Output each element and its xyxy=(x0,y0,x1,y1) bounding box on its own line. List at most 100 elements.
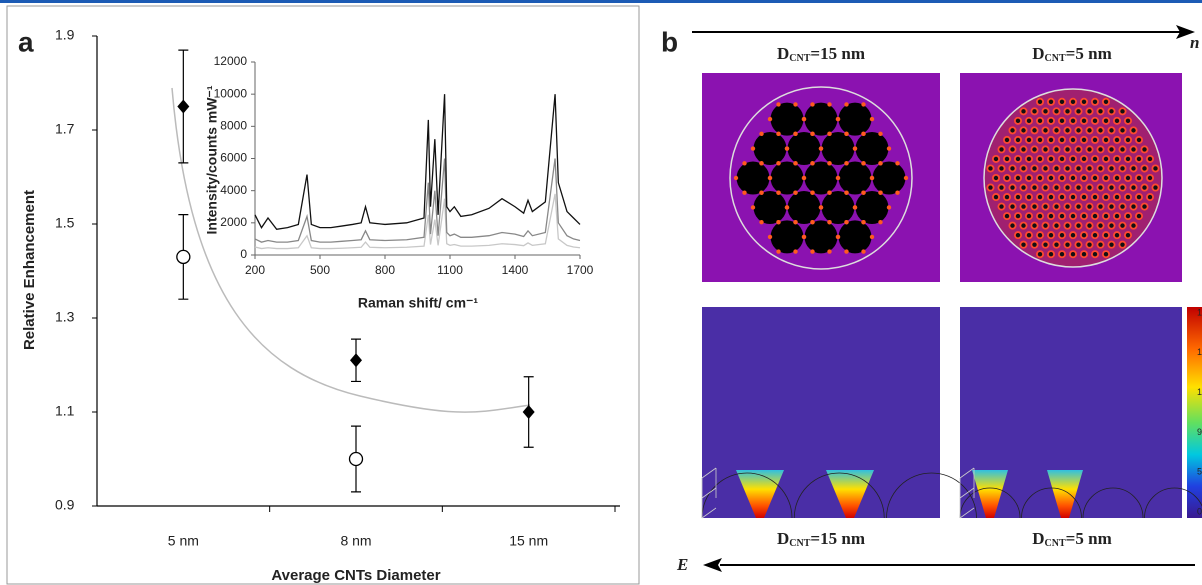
x-tick-label: 1700 xyxy=(567,263,594,277)
nanotube xyxy=(1021,204,1026,209)
label-part: D xyxy=(1032,529,1044,548)
nanotube xyxy=(1114,156,1120,162)
hotspot xyxy=(895,190,900,195)
nanotube xyxy=(1010,128,1015,133)
arrow-label: E xyxy=(676,555,688,574)
nanotube xyxy=(1037,156,1043,162)
nanotube xyxy=(1125,232,1131,238)
nanotube xyxy=(1114,213,1120,219)
nanotube xyxy=(1070,137,1076,143)
hotspot xyxy=(742,161,747,166)
nanotube xyxy=(1015,156,1021,162)
panel-a-frame xyxy=(6,5,640,585)
hotspot xyxy=(869,116,875,122)
nanotube xyxy=(770,102,804,136)
nanotube xyxy=(1103,137,1109,143)
hotspot xyxy=(810,131,815,137)
nanotube xyxy=(1032,223,1037,228)
nanotube xyxy=(1098,166,1103,171)
hotspot xyxy=(835,234,841,240)
hotspot xyxy=(750,205,756,210)
nanotube xyxy=(1103,213,1109,219)
top-rule xyxy=(0,0,1202,3)
wireframe xyxy=(886,472,977,519)
nanotube xyxy=(1065,242,1070,247)
nanotube xyxy=(1026,232,1032,238)
y-tick-label: 6000 xyxy=(220,151,247,165)
x-tick-label: 200 xyxy=(245,263,265,277)
nanotube xyxy=(1092,194,1098,200)
nanotube xyxy=(1136,175,1142,181)
nanotube xyxy=(988,185,993,190)
nanotube xyxy=(838,220,872,254)
nanotube xyxy=(1142,204,1147,209)
colorbar-label: 5 xyxy=(1197,467,1202,477)
inset-x-title: Raman shift/ cm⁻¹ xyxy=(358,295,479,311)
marker xyxy=(177,99,190,114)
colorbar-label: 1 xyxy=(1197,307,1202,317)
nanotube xyxy=(1004,213,1010,219)
nanotube xyxy=(1048,118,1054,124)
nanotube xyxy=(1098,204,1103,209)
inset-y-title: Intensity/counts mW⁻¹ xyxy=(204,85,220,234)
nanotube xyxy=(1098,185,1103,190)
nanotube xyxy=(1043,242,1048,247)
nanotube xyxy=(1065,128,1070,133)
nanotube xyxy=(1092,175,1098,181)
nanotube xyxy=(1136,194,1142,200)
hotspot xyxy=(793,249,798,254)
y-tick-label: 10000 xyxy=(214,86,248,100)
label-part: D xyxy=(777,529,789,548)
nanotube xyxy=(1021,128,1026,133)
label-part: CNT xyxy=(1045,538,1066,549)
arrow-label: n xyxy=(1190,33,1199,52)
hotspot xyxy=(784,205,790,210)
spectrum xyxy=(254,193,581,250)
nanotube xyxy=(1142,147,1147,152)
nanotube xyxy=(999,204,1004,209)
colorbar-label: 9 xyxy=(1197,427,1202,437)
nanotube xyxy=(1120,147,1125,152)
nanotube xyxy=(1114,194,1120,200)
y-tick-label: 1.9 xyxy=(55,27,75,43)
image-label: DCNT=15 nm xyxy=(777,44,865,64)
colorbar-label: 0 xyxy=(1197,506,1202,516)
arrowhead xyxy=(703,558,722,572)
marker xyxy=(348,451,364,467)
nanotube xyxy=(1059,194,1065,200)
label-part: =15 nm xyxy=(810,529,865,548)
nanotube xyxy=(1015,118,1021,124)
nanotube xyxy=(1043,128,1048,133)
nanotube xyxy=(1037,194,1043,200)
field-hotspot xyxy=(1047,470,1083,518)
nanotube xyxy=(1010,166,1015,171)
nanotube xyxy=(1087,147,1092,152)
nanotube xyxy=(1021,166,1026,171)
x-tick-label: 8 nm xyxy=(340,533,371,549)
y-tick-label: 2000 xyxy=(220,215,247,229)
nanotube xyxy=(1048,137,1054,143)
nanotube xyxy=(1081,252,1087,257)
nanotube xyxy=(1081,175,1087,181)
nanotube xyxy=(999,166,1004,171)
nanotube xyxy=(1120,242,1125,247)
nanotube xyxy=(1142,166,1147,171)
hotspot xyxy=(793,102,798,107)
nanotube xyxy=(1087,185,1092,190)
label-part: D xyxy=(1032,44,1044,63)
nanotube xyxy=(1120,204,1125,209)
hotspot xyxy=(827,131,832,137)
y-tick-label: 8000 xyxy=(220,119,247,133)
nanotube xyxy=(988,166,993,171)
y-tick-label: 1.1 xyxy=(55,403,75,419)
image xyxy=(702,307,940,518)
y-tick-label: 4000 xyxy=(220,183,247,197)
hotspot xyxy=(810,219,815,225)
nanotube xyxy=(1070,175,1076,181)
arrowhead xyxy=(1176,25,1195,39)
nanotube xyxy=(1092,99,1098,104)
x-tick-label: 800 xyxy=(375,263,395,277)
nanotube xyxy=(1109,242,1114,247)
panel-label: a xyxy=(18,26,34,57)
nanotube xyxy=(1043,166,1048,171)
